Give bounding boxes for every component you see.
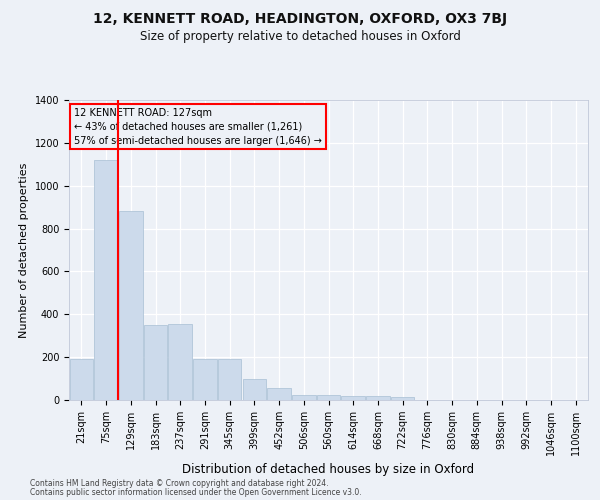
Text: 12, KENNETT ROAD, HEADINGTON, OXFORD, OX3 7BJ: 12, KENNETT ROAD, HEADINGTON, OXFORD, OX… [93,12,507,26]
Text: Size of property relative to detached houses in Oxford: Size of property relative to detached ho… [140,30,460,43]
Bar [292,394,316,400]
Bar [366,396,389,400]
X-axis label: Distribution of detached houses by size in Oxford: Distribution of detached houses by size … [182,464,475,476]
Bar [119,212,143,400]
Bar [144,325,167,400]
Bar [242,378,266,400]
Bar [391,397,415,400]
Text: 12 KENNETT ROAD: 127sqm
← 43% of detached houses are smaller (1,261)
57% of semi: 12 KENNETT ROAD: 127sqm ← 43% of detache… [74,108,322,146]
Bar [169,324,192,400]
Y-axis label: Number of detached properties: Number of detached properties [19,162,29,338]
Text: Contains public sector information licensed under the Open Government Licence v3: Contains public sector information licen… [30,488,362,497]
Bar [341,396,365,400]
Bar [268,388,291,400]
Bar [317,394,340,400]
Bar [218,360,241,400]
Bar [193,360,217,400]
Bar [94,160,118,400]
Bar [70,360,93,400]
Text: Contains HM Land Registry data © Crown copyright and database right 2024.: Contains HM Land Registry data © Crown c… [30,479,329,488]
